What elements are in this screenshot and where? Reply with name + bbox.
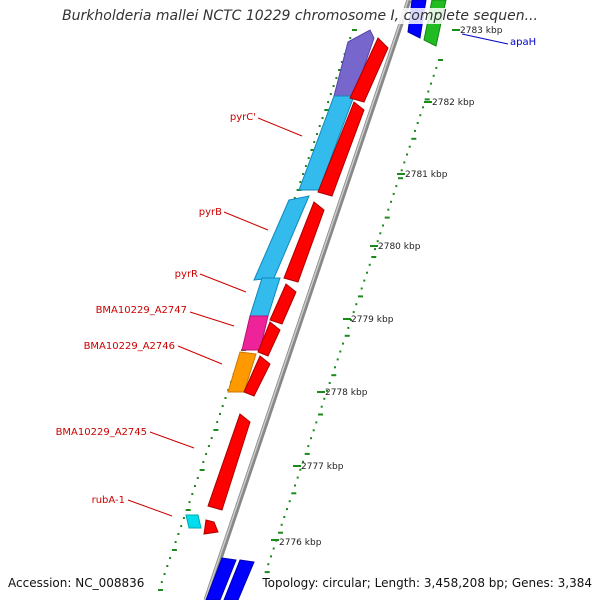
gene-label-leader (189, 311, 235, 327)
gene-blue-block-1[interactable] (205, 557, 237, 600)
gene-forward-arrow-6[interactable] (243, 355, 271, 397)
gene-label-A2747[interactable]: BMA10229_A2747 (96, 305, 187, 316)
scale-label: 2783 kbp (460, 26, 503, 36)
sequence-backbone (203, 0, 412, 600)
gene-forward-arrow-5[interactable] (257, 321, 281, 357)
gene-label-pyrB[interactable]: pyrB (199, 207, 222, 218)
gene-label-leader (149, 431, 195, 449)
gene-label-A2746[interactable]: BMA10229_A2746 (84, 341, 175, 352)
gene-forward-arrow-4[interactable] (269, 283, 297, 325)
scale-label: 2778 kbp (325, 388, 368, 398)
gene-label-leader (257, 117, 303, 137)
scale-label: 2777 kbp (301, 462, 344, 472)
scale-axis: 2783 kbp 2782 kbp 2781 kbp 2780 kbp 2779… (271, 26, 503, 548)
gene-label-pyrC[interactable]: pyrC' (230, 112, 256, 123)
gene-label-leader (127, 499, 173, 517)
gene-label-pyrR[interactable]: pyrR (175, 269, 198, 280)
gene-blue-block-2[interactable] (223, 559, 255, 600)
gene-label-leader (199, 273, 247, 293)
scale-label: 2781 kbp (405, 170, 448, 180)
sequence-backbone-highlight (204, 0, 409, 600)
gene-label-leader (177, 345, 223, 365)
gene-rubA-block[interactable] (185, 514, 202, 529)
accession-text: Accession: NC_008836 (8, 576, 145, 590)
scale-label: 2780 kbp (378, 242, 421, 252)
gene-forward-arrow-2[interactable] (317, 101, 365, 197)
gene-label-leader (461, 33, 509, 45)
scale-label: 2782 kbp (432, 98, 475, 108)
scale-label: 2776 kbp (279, 538, 322, 548)
gene-forward-arrow-8[interactable] (203, 519, 219, 535)
scale-label: 2779 kbp (351, 315, 394, 325)
gene-forward-arrow-3[interactable] (283, 201, 325, 283)
gene-label-rubA[interactable]: rubA-1 (92, 495, 125, 506)
gene-label-apaH[interactable]: apaH (510, 37, 536, 48)
gene-forward-arrow-1[interactable] (349, 37, 389, 103)
map-title: Burkholderia mallei NCTC 10229 chromosom… (0, 8, 600, 24)
topology-summary: Topology: circular; Length: 3,458,208 bp… (262, 576, 592, 590)
gene-label-leader (223, 211, 269, 231)
gene-forward-arrow-7[interactable] (207, 413, 251, 511)
gene-label-A2745[interactable]: BMA10229_A2745 (56, 427, 147, 438)
